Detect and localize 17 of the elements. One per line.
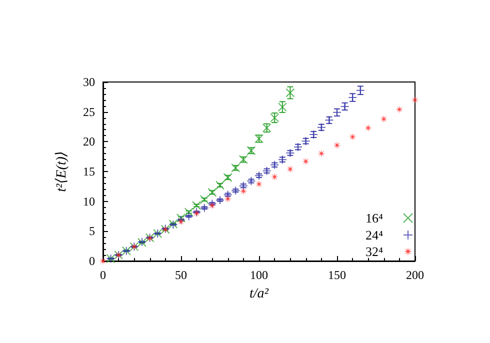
- legend-label: 24⁴: [365, 228, 384, 242]
- y-tick-label: 15: [83, 164, 95, 178]
- legend-label: 16⁴: [365, 210, 384, 226]
- x-axis-title: t/a²: [250, 286, 270, 302]
- x-tick-label: 150: [328, 268, 346, 282]
- y-tick-label: 0: [89, 254, 95, 268]
- y-axis-title: t²⟨E(t)⟩: [54, 151, 70, 192]
- y-tick-label: 10: [83, 194, 95, 208]
- x-tick-label: 0: [100, 268, 106, 282]
- x-tick-label: 100: [250, 268, 268, 282]
- x-tick-label: 50: [175, 268, 187, 282]
- x-tick-label: 200: [406, 268, 424, 282]
- y-tick-label: 20: [83, 134, 95, 149]
- legend-label: 32⁴: [365, 244, 384, 259]
- y-tick-label: 25: [83, 104, 95, 119]
- y-tick-label: 30: [83, 75, 95, 89]
- y-tick-label: 5: [89, 224, 95, 238]
